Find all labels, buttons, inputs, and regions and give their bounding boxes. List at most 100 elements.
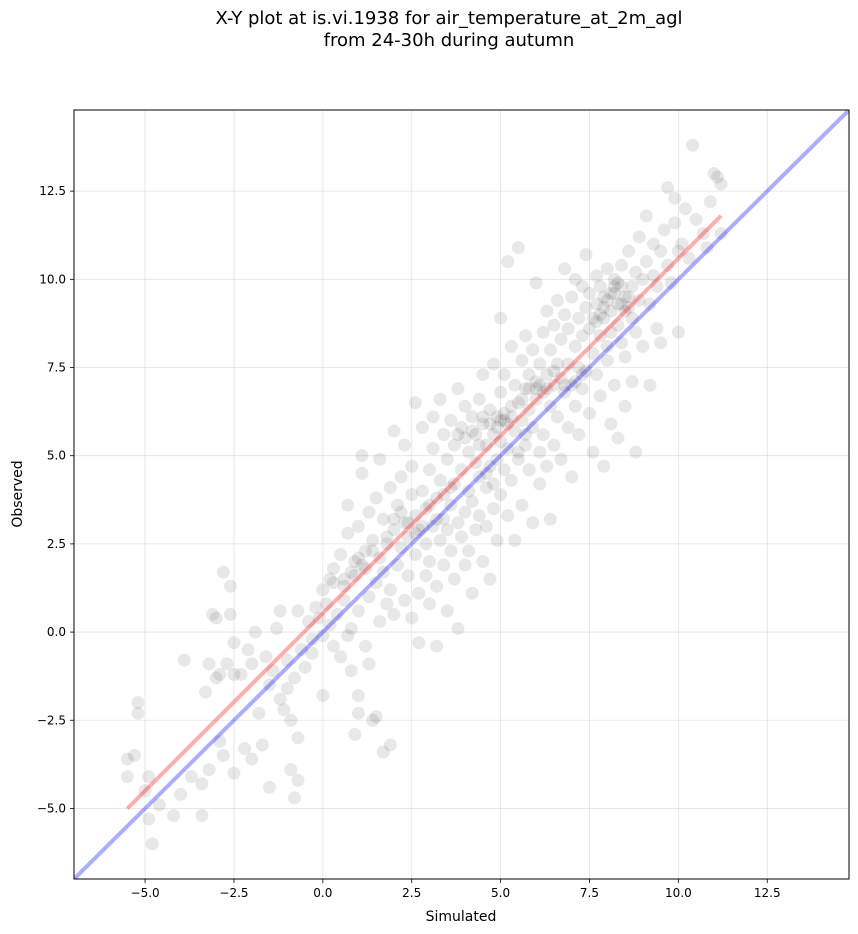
data-point — [291, 773, 305, 787]
data-point — [401, 530, 415, 544]
plot-frame — [73, 109, 850, 880]
data-point — [547, 364, 561, 378]
data-point — [668, 191, 682, 205]
data-point — [614, 279, 628, 293]
y-tick-label: 5.0 — [47, 449, 66, 463]
data-point — [305, 632, 319, 646]
data-point — [359, 544, 373, 558]
data-point — [622, 301, 636, 315]
data-point — [167, 809, 181, 823]
data-point — [497, 463, 511, 477]
data-point — [380, 597, 394, 611]
data-point — [483, 403, 497, 417]
data-point — [316, 689, 330, 703]
data-point — [472, 470, 486, 484]
data-point — [547, 438, 561, 452]
data-point — [373, 551, 387, 565]
x-tick-label: 0.0 — [313, 886, 332, 900]
data-point — [227, 667, 241, 681]
data-point — [238, 741, 252, 755]
x-tick-label: 10.0 — [665, 886, 692, 900]
data-point — [394, 470, 408, 484]
data-point — [462, 445, 476, 459]
data-point — [344, 664, 358, 678]
data-point — [437, 512, 451, 526]
data-point — [380, 530, 394, 544]
data-point — [337, 593, 351, 607]
data-point — [479, 519, 493, 533]
reference-lines — [74, 110, 849, 879]
data-point — [127, 749, 141, 763]
data-point — [664, 276, 678, 290]
data-point — [408, 509, 422, 523]
fit-line — [125, 214, 723, 810]
data-point — [263, 780, 277, 794]
data-point — [373, 452, 387, 466]
data-point — [639, 255, 653, 269]
data-point — [369, 710, 383, 724]
data-point — [540, 459, 554, 473]
data-point — [327, 639, 341, 653]
data-point — [590, 315, 604, 329]
data-point — [710, 170, 724, 184]
data-point — [668, 216, 682, 230]
data-point — [337, 579, 351, 593]
data-point — [522, 368, 536, 382]
data-point — [419, 569, 433, 583]
identity-line — [74, 110, 849, 879]
data-point — [458, 399, 472, 413]
data-point — [415, 484, 429, 498]
data-point — [515, 392, 529, 406]
data-point — [568, 399, 582, 413]
data-point — [472, 392, 486, 406]
data-point — [554, 452, 568, 466]
data-point — [636, 339, 650, 353]
data-point — [216, 749, 230, 763]
data-point — [490, 533, 504, 547]
y-tick-label: 10.0 — [39, 272, 66, 286]
data-point — [486, 357, 500, 371]
data-point — [469, 428, 483, 442]
data-point — [558, 385, 572, 399]
data-point — [501, 255, 515, 269]
data-point — [362, 590, 376, 604]
data-point — [593, 329, 607, 343]
data-point — [536, 385, 550, 399]
data-point — [703, 195, 717, 209]
data-point — [437, 428, 451, 442]
data-point — [504, 473, 518, 487]
data-point — [444, 413, 458, 427]
data-point — [561, 420, 575, 434]
data-point — [561, 357, 575, 371]
data-point — [607, 378, 621, 392]
data-point — [490, 452, 504, 466]
data-point — [369, 576, 383, 590]
data-point — [590, 269, 604, 283]
data-point — [522, 382, 536, 396]
data-point — [582, 406, 596, 420]
data-point — [273, 604, 287, 618]
x-axis-label: Simulated — [426, 909, 497, 925]
data-point — [401, 516, 415, 530]
data-point — [625, 279, 639, 293]
data-point — [632, 293, 646, 307]
data-point — [604, 304, 618, 318]
data-points — [120, 138, 728, 851]
x-tick-label: −2.5 — [219, 886, 248, 900]
data-point — [497, 413, 511, 427]
data-point — [373, 614, 387, 628]
data-point — [259, 650, 273, 664]
data-point — [458, 505, 472, 519]
data-point — [291, 604, 305, 618]
data-point — [650, 322, 664, 336]
data-point — [678, 202, 692, 216]
data-point — [479, 480, 493, 494]
data-point — [227, 766, 241, 780]
data-point — [646, 237, 660, 251]
data-point — [646, 269, 660, 283]
x-tick-label: 12.5 — [754, 886, 781, 900]
data-point — [383, 583, 397, 597]
data-point — [451, 622, 465, 636]
data-point — [348, 555, 362, 569]
data-point — [444, 498, 458, 512]
